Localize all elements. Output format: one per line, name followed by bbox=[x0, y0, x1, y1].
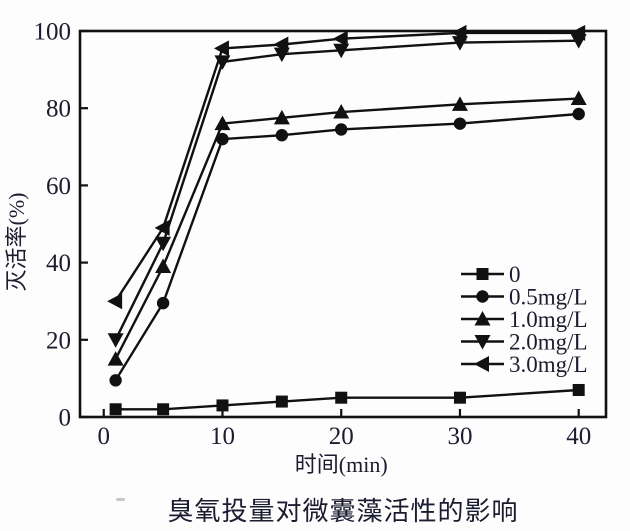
y-tick-label: 40 bbox=[46, 250, 71, 277]
legend-label: 3.0mg/L bbox=[509, 352, 588, 377]
marker-triangle-up bbox=[155, 258, 172, 273]
marker-square bbox=[109, 403, 122, 416]
marker-triangle-up bbox=[107, 351, 124, 366]
marker-triangle-down bbox=[333, 43, 350, 59]
legend-label: 1.0mg/L bbox=[509, 307, 588, 332]
y-tick-label: 0 bbox=[59, 405, 72, 432]
marker-square bbox=[335, 391, 348, 404]
marker-circle bbox=[453, 117, 467, 130]
marker-triangle-up bbox=[214, 115, 231, 131]
figure-caption: 臭氧投量对微囊藻活性的影响 bbox=[167, 497, 519, 526]
marker-triangle-down bbox=[451, 36, 468, 51]
marker-triangle-down bbox=[474, 335, 491, 350]
marker-square bbox=[572, 383, 585, 396]
legend-label: 2.0mg/L bbox=[509, 330, 588, 355]
marker-circle bbox=[572, 107, 585, 121]
marker-triangle-left bbox=[451, 24, 467, 41]
marker-triangle-left bbox=[570, 24, 586, 41]
marker-circle bbox=[156, 296, 170, 310]
marker-triangle-up bbox=[273, 109, 290, 125]
marker-triangle-up bbox=[333, 104, 350, 119]
plot-frame bbox=[78, 29, 608, 419]
marker-triangle-left bbox=[154, 219, 170, 236]
marker-square bbox=[157, 403, 170, 416]
marker-triangle-up bbox=[474, 311, 491, 326]
y-axis-label: 灭活率(%) bbox=[4, 193, 29, 292]
marker-circle bbox=[476, 290, 489, 303]
marker-circle bbox=[335, 123, 348, 136]
marker-triangle-up bbox=[451, 96, 468, 111]
marker-circle bbox=[109, 374, 122, 387]
marker-triangle-down bbox=[107, 333, 124, 348]
x-tick-label: 0 bbox=[97, 423, 110, 450]
x-tick-label: 40 bbox=[566, 423, 591, 450]
legend-label: 0.5mg/L bbox=[509, 285, 588, 310]
marker-triangle-left bbox=[474, 356, 489, 372]
x-axis-label: 时间(min) bbox=[295, 452, 388, 477]
scan-artifact bbox=[116, 498, 125, 501]
marker-circle bbox=[216, 132, 229, 146]
y-tick-label: 100 bbox=[34, 19, 72, 46]
y-tick-label: 80 bbox=[46, 96, 71, 123]
marker-triangle-up bbox=[570, 90, 587, 106]
series-line-4 bbox=[114, 31, 579, 302]
marker-triangle-left bbox=[332, 30, 348, 47]
marker-square bbox=[275, 395, 288, 408]
marker-triangle-down bbox=[273, 47, 290, 63]
marker-triangle-down bbox=[155, 236, 172, 252]
y-tick-label: 60 bbox=[46, 173, 71, 200]
marker-triangle-left bbox=[273, 36, 289, 53]
marker-square bbox=[453, 391, 466, 404]
y-tick-label: 20 bbox=[46, 327, 71, 354]
x-tick-label: 20 bbox=[329, 423, 354, 450]
marker-square bbox=[216, 399, 229, 412]
x-tick-label: 10 bbox=[210, 423, 235, 450]
marker-circle bbox=[275, 129, 289, 142]
legend-label: 0 bbox=[509, 262, 521, 287]
marker-triangle-left bbox=[107, 293, 123, 310]
marker-square bbox=[476, 268, 489, 280]
x-tick-label: 30 bbox=[447, 423, 472, 450]
marker-triangle-left bbox=[213, 40, 229, 57]
